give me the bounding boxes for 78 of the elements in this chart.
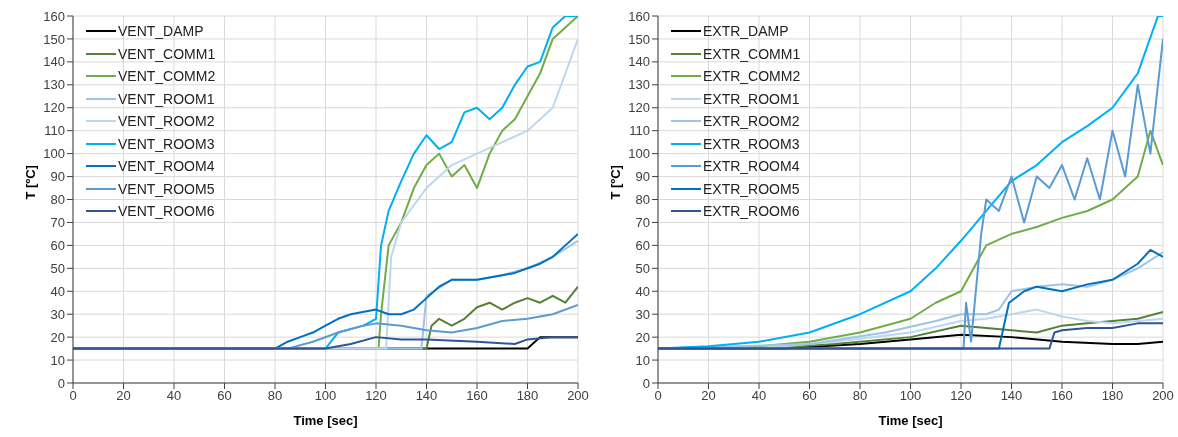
legend-label: EXTR_ROOM2 bbox=[703, 113, 800, 130]
y-tick-label: 30 bbox=[635, 306, 650, 322]
legend-label: VENT_ROOM6 bbox=[118, 203, 215, 220]
y-tick-label: 130 bbox=[43, 77, 65, 93]
y-tick-label: 40 bbox=[50, 283, 65, 299]
y-tick-label: 50 bbox=[635, 260, 650, 276]
y-axis-title: T [ºC] bbox=[22, 165, 38, 200]
x-tick-label: 160 bbox=[1051, 388, 1073, 404]
legend-label: VENT_ROOM4 bbox=[118, 158, 215, 175]
x-axis-title: Time [sec] bbox=[878, 413, 943, 428]
y-tick-label: 140 bbox=[628, 54, 650, 70]
legend-label: VENT_DAMP bbox=[118, 23, 204, 40]
y-tick-label: 0 bbox=[57, 375, 65, 391]
x-tick-label: 180 bbox=[516, 388, 539, 404]
y-tick-label: 30 bbox=[50, 306, 65, 322]
y-tick-label: 120 bbox=[628, 100, 650, 116]
x-tick-label: 200 bbox=[1152, 388, 1174, 404]
y-tick-label: 100 bbox=[43, 146, 65, 162]
legend-label: EXTR_ROOM3 bbox=[703, 135, 800, 152]
x-tick-label: 40 bbox=[751, 388, 767, 404]
y-tick-label: 60 bbox=[50, 237, 65, 253]
legend-label: VENT_ROOM1 bbox=[118, 90, 215, 107]
y-tick-label: 160 bbox=[43, 8, 65, 24]
x-tick-label: 60 bbox=[802, 388, 817, 404]
legend-label: VENT_ROOM5 bbox=[118, 180, 215, 197]
y-tick-label: 150 bbox=[628, 31, 650, 47]
legend-label: VENT_ROOM2 bbox=[118, 113, 215, 130]
y-tick-label: 80 bbox=[635, 192, 650, 208]
legend-label: VENT_COMM2 bbox=[118, 68, 216, 85]
y-tick-label: 20 bbox=[635, 329, 650, 345]
y-tick-label: 110 bbox=[629, 123, 650, 139]
y-tick-label: 110 bbox=[44, 123, 65, 139]
x-tick-label: 160 bbox=[466, 388, 488, 404]
x-tick-label: 60 bbox=[217, 388, 232, 404]
legend-label: VENT_ROOM3 bbox=[118, 135, 215, 152]
y-tick-label: 70 bbox=[50, 215, 65, 231]
x-tick-label: 140 bbox=[1000, 388, 1023, 404]
y-tick-label: 50 bbox=[50, 260, 65, 276]
x-tick-label: 100 bbox=[899, 388, 922, 404]
x-tick-label: 20 bbox=[116, 388, 131, 404]
x-tick-label: 40 bbox=[166, 388, 182, 404]
legend-label: EXTR_ROOM5 bbox=[703, 180, 800, 197]
x-tick-label: 80 bbox=[852, 388, 868, 404]
x-tick-label: 20 bbox=[701, 388, 716, 404]
y-tick-label: 80 bbox=[50, 192, 65, 208]
y-tick-label: 130 bbox=[628, 77, 650, 93]
legend-label: VENT_COMM1 bbox=[118, 45, 216, 62]
legend-label: EXTR_DAMP bbox=[703, 23, 789, 40]
x-tick-label: 80 bbox=[267, 388, 283, 404]
x-axis-title: Time [sec] bbox=[293, 413, 358, 428]
legend-label: EXTR_ROOM6 bbox=[703, 203, 800, 220]
y-tick-label: 20 bbox=[50, 329, 65, 345]
y-tick-label: 160 bbox=[628, 8, 650, 24]
y-tick-label: 10 bbox=[50, 352, 65, 368]
y-tick-label: 150 bbox=[43, 31, 65, 47]
x-tick-label: 0 bbox=[69, 388, 77, 404]
y-tick-label: 40 bbox=[635, 283, 650, 299]
y-tick-label: 10 bbox=[635, 352, 650, 368]
y-tick-label: 60 bbox=[635, 237, 650, 253]
legend-label: EXTR_COMM2 bbox=[703, 68, 801, 85]
y-tick-label: 70 bbox=[635, 215, 650, 231]
x-tick-label: 120 bbox=[950, 388, 972, 404]
y-axis-title: T [ºC] bbox=[607, 165, 623, 200]
x-tick-label: 180 bbox=[1101, 388, 1124, 404]
x-tick-label: 120 bbox=[365, 388, 387, 404]
legend-label: EXTR_ROOM1 bbox=[703, 90, 800, 107]
x-tick-label: 100 bbox=[314, 388, 337, 404]
y-tick-label: 90 bbox=[50, 169, 65, 185]
y-tick-label: 100 bbox=[628, 146, 650, 162]
x-tick-label: 140 bbox=[415, 388, 438, 404]
y-tick-label: 120 bbox=[43, 100, 65, 116]
legend-label: EXTR_ROOM4 bbox=[703, 158, 800, 175]
legend-label: EXTR_COMM1 bbox=[703, 45, 801, 62]
x-tick-label: 0 bbox=[654, 388, 662, 404]
y-tick-label: 0 bbox=[642, 375, 650, 391]
x-tick-label: 200 bbox=[567, 388, 589, 404]
y-tick-label: 140 bbox=[43, 54, 65, 70]
y-tick-label: 90 bbox=[635, 169, 650, 185]
